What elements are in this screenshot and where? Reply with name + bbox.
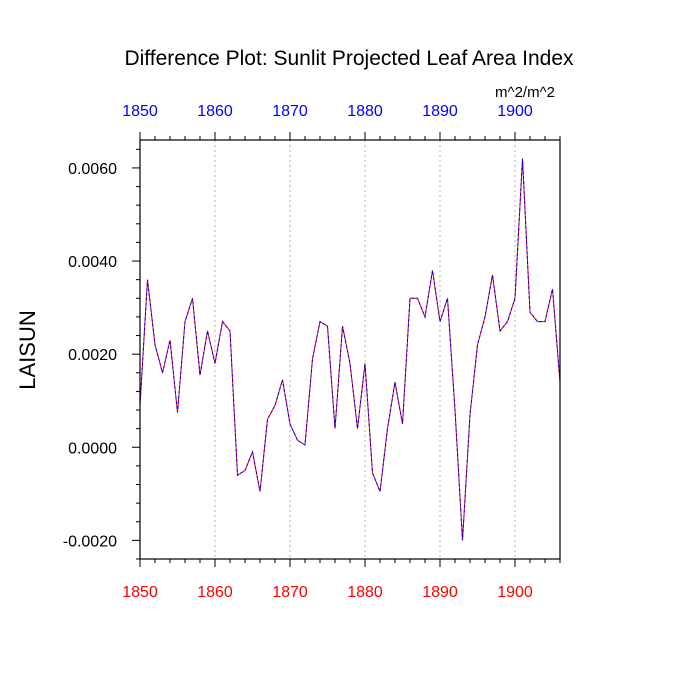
x-tick-label-bottom-1850: 1850 <box>122 584 158 601</box>
x-tick-label-top-1870: 1870 <box>272 103 308 120</box>
y-axis-label: LAISUN <box>15 310 40 389</box>
grid-lines <box>214 140 516 559</box>
chart-title: Difference Plot: Sunlit Projected Leaf A… <box>124 47 574 70</box>
x-tick-label-bottom-1870: 1870 <box>272 584 308 601</box>
series-line-red-0 <box>139 158 561 541</box>
y-tick-label-4: 0.0060 <box>68 161 117 178</box>
x-tick-label-bottom-1860: 1860 <box>197 584 233 601</box>
y-tick-label-0: -0.0020 <box>63 533 117 550</box>
x-tick-label-bottom-1880: 1880 <box>347 584 383 601</box>
series-line-blue-0 <box>139 158 561 541</box>
plot-frame <box>139 139 561 560</box>
x-tick-label-bottom-1890: 1890 <box>422 584 458 601</box>
x-tick-label-top-1890: 1890 <box>422 103 458 120</box>
x-tick-label-top-1860: 1860 <box>197 103 233 120</box>
tick-labels: 1850 1850 1860 1860 1870 1870 1880 1880 1890 1890… <box>63 103 533 601</box>
x-tick-label-top-1850: 1850 <box>122 103 158 120</box>
y-tick-label-3: 0.0040 <box>68 254 117 271</box>
units-label: m^2/m^2 <box>495 84 555 101</box>
y-tick-label-1: 0.0000 <box>68 440 117 457</box>
x-tick-label-top-1900: 1900 <box>497 103 533 120</box>
axis-ticks <box>132 132 561 567</box>
y-tick-label-2: 0.0020 <box>68 347 117 364</box>
x-tick-label-top-1880: 1880 <box>347 103 383 120</box>
series-lines <box>139 158 561 541</box>
x-tick-label-bottom-1900: 1900 <box>497 584 533 601</box>
